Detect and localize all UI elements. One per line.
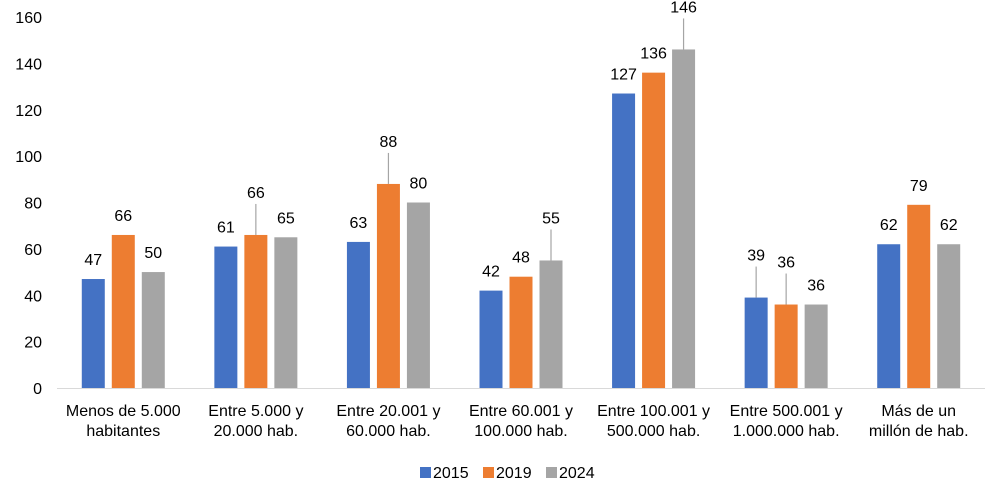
legend-swatch-2024 — [546, 467, 557, 478]
bar-2019-0 — [111, 234, 135, 388]
legend-swatch-2015 — [420, 467, 431, 478]
y-tick-label: 120 — [15, 103, 42, 120]
bar-2024-2 — [406, 202, 430, 388]
data-label: 48 — [512, 250, 530, 267]
data-label: 62 — [880, 217, 898, 234]
legend-label: 2015 — [433, 465, 469, 482]
y-tick-label: 40 — [24, 288, 42, 305]
legend: 2015 2019 2024 — [420, 465, 595, 482]
bar-2019-6 — [907, 204, 931, 388]
category-label: Menos de 5.000 habitantes — [66, 403, 181, 440]
legend-swatch-2019 — [483, 467, 494, 478]
data-label: 36 — [777, 255, 795, 272]
bar-2024-5 — [804, 304, 828, 388]
y-tick-label: 20 — [24, 335, 42, 352]
x-axis: Menos de 5.000 habitantes Entre 5.000 y 20.… — [57, 388, 985, 440]
bar-2024-1 — [274, 237, 298, 388]
data-label: 88 — [380, 134, 398, 151]
data-label: 63 — [350, 215, 368, 232]
y-tick-label: 80 — [24, 196, 42, 213]
category-label: Entre 500.001 y 1.000.000 hab. — [730, 403, 843, 440]
bar-2015-0 — [81, 279, 105, 388]
data-label: 65 — [277, 210, 295, 227]
bar-2019-2 — [376, 183, 400, 388]
bar-2024-6 — [937, 244, 961, 388]
bar-2015-1 — [214, 246, 238, 388]
data-label: 50 — [144, 245, 162, 262]
bar-2015-5 — [744, 297, 768, 388]
bar-2015-6 — [877, 244, 901, 388]
data-label: 66 — [114, 208, 132, 225]
legend-label: 2024 — [559, 465, 595, 482]
bar-2019-4 — [642, 72, 666, 389]
category-label: Entre 5.000 y 20.000 hab. — [208, 403, 303, 440]
bar-2015-2 — [346, 241, 370, 388]
data-label: 55 — [542, 210, 560, 227]
category-label: Entre 20.001 y 60.000 hab. — [336, 403, 440, 440]
data-label: 47 — [84, 252, 102, 269]
category-label: Entre 100.001 y 500.000 hab. — [597, 403, 710, 440]
legend-label: 2019 — [496, 465, 532, 482]
y-tick-label: 0 — [33, 381, 42, 398]
bar-2024-4 — [672, 49, 696, 389]
category-label: Entre 60.001 y 100.000 hab. — [469, 403, 573, 440]
bar-2024-0 — [141, 272, 165, 388]
data-label: 36 — [807, 278, 825, 295]
y-axis: 0 20 40 60 80 100 120 140 160 — [15, 10, 42, 398]
category-label: Más de un millón de hab. — [869, 403, 969, 440]
bar-2019-1 — [244, 234, 268, 388]
data-label: 146 — [670, 0, 697, 16]
bar-2024-3 — [539, 260, 563, 388]
data-label: 66 — [247, 185, 265, 202]
data-label: 62 — [940, 217, 958, 234]
data-label: 42 — [482, 264, 500, 281]
data-label: 136 — [640, 46, 667, 63]
bar-2019-3 — [509, 276, 533, 388]
data-label: 127 — [610, 67, 637, 84]
data-label: 39 — [747, 248, 765, 265]
y-tick-label: 100 — [15, 149, 42, 166]
bar-2015-3 — [479, 290, 503, 388]
y-tick-label: 60 — [24, 242, 42, 259]
y-tick-label: 160 — [15, 10, 42, 27]
bar-2019-5 — [774, 304, 798, 388]
y-tick-label: 140 — [15, 56, 42, 73]
data-label: 79 — [910, 178, 928, 195]
data-label: 61 — [217, 220, 235, 237]
data-label: 80 — [410, 176, 428, 193]
bar-2015-4 — [612, 93, 636, 389]
